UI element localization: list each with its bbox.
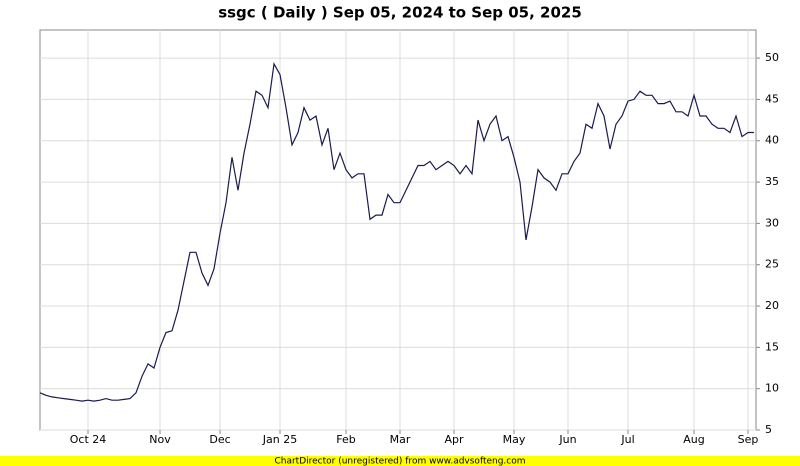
y-tick-label: 20 bbox=[765, 299, 779, 312]
x-tick-label: Apr bbox=[444, 433, 464, 446]
y-tick-label: 10 bbox=[765, 382, 779, 395]
x-tick-label: Nov bbox=[149, 433, 171, 446]
y-tick-label: 5 bbox=[765, 423, 772, 436]
x-tick-label: Feb bbox=[336, 433, 355, 446]
x-tick-label: Dec bbox=[209, 433, 230, 446]
y-tick-label: 30 bbox=[765, 216, 779, 229]
x-tick-label: Mar bbox=[390, 433, 411, 446]
footer-bar bbox=[0, 456, 800, 466]
x-tick-label: Sep bbox=[738, 433, 759, 446]
chart-title: ssgc ( Daily ) Sep 05, 2024 to Sep 05, 2… bbox=[218, 4, 582, 22]
y-tick-label: 50 bbox=[765, 51, 779, 64]
y-tick-label: 15 bbox=[765, 340, 779, 353]
x-tick-label: Aug bbox=[683, 433, 704, 446]
y-tick-label: 35 bbox=[765, 175, 779, 188]
plot-area bbox=[39, 29, 757, 431]
x-tick-label: May bbox=[503, 433, 526, 446]
x-tick-label: Jun bbox=[558, 433, 576, 446]
y-tick-label: 45 bbox=[765, 92, 779, 105]
x-tick-label: Jul bbox=[620, 433, 634, 446]
footer-text: ChartDirector (unregistered) from www.ad… bbox=[274, 457, 525, 466]
price-line bbox=[39, 62, 754, 402]
x-tick-label: Oct 24 bbox=[70, 433, 107, 446]
x-tick-label: Jan 25 bbox=[262, 433, 297, 446]
y-tick-label: 25 bbox=[765, 258, 779, 271]
y-tick-label: 40 bbox=[765, 134, 779, 147]
